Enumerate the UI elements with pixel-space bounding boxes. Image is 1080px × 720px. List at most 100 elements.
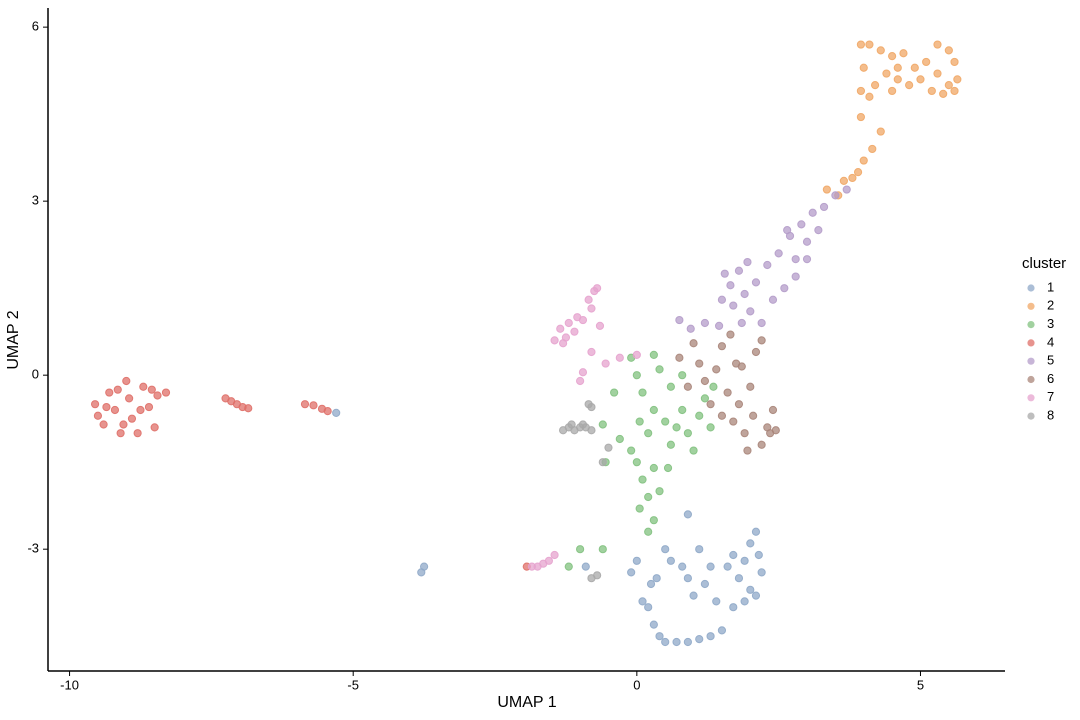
- point: [876, 127, 885, 136]
- point: [751, 278, 761, 287]
- point: [666, 440, 675, 449]
- point: [632, 350, 641, 359]
- point: [678, 405, 687, 415]
- point: [746, 585, 755, 594]
- point: [839, 176, 848, 185]
- legend-title: cluster: [1022, 255, 1066, 272]
- point: [666, 556, 675, 565]
- point: [655, 365, 664, 374]
- point: [683, 637, 692, 647]
- x-tick-label: -5: [347, 677, 359, 692]
- point: [848, 173, 857, 183]
- point: [649, 620, 658, 629]
- point: [655, 632, 664, 641]
- point: [144, 402, 154, 412]
- point: [695, 359, 704, 368]
- point: [672, 423, 681, 432]
- point: [576, 545, 585, 554]
- point: [683, 429, 692, 438]
- point: [644, 527, 653, 536]
- point: [649, 405, 658, 415]
- point: [113, 385, 122, 394]
- point: [751, 527, 761, 536]
- legend-label: 6: [1047, 371, 1054, 386]
- point: [90, 400, 100, 409]
- point: [564, 318, 573, 328]
- point: [147, 385, 156, 394]
- point: [244, 404, 253, 413]
- point: [110, 405, 120, 415]
- point: [746, 307, 755, 316]
- point: [933, 40, 942, 49]
- point: [587, 402, 596, 412]
- point: [133, 429, 142, 438]
- point: [638, 475, 647, 484]
- point: [632, 371, 641, 380]
- x-tick-label: -10: [60, 677, 79, 692]
- point: [737, 362, 746, 371]
- y-tick-label: -3: [27, 541, 39, 556]
- legend-marker: [1027, 375, 1035, 384]
- point: [593, 571, 602, 580]
- point: [714, 321, 724, 330]
- legend-label: 2: [1047, 298, 1054, 313]
- point: [720, 269, 729, 278]
- point: [780, 284, 789, 293]
- point: [661, 417, 670, 426]
- point: [888, 52, 897, 61]
- legend-label: 3: [1047, 316, 1054, 331]
- point: [635, 504, 644, 513]
- point: [695, 545, 704, 554]
- point: [139, 382, 148, 391]
- point: [564, 562, 573, 571]
- point: [802, 255, 812, 264]
- point: [802, 237, 812, 246]
- point: [161, 388, 171, 397]
- point: [723, 388, 732, 397]
- point: [116, 429, 125, 438]
- point: [689, 446, 698, 455]
- point: [683, 510, 692, 519]
- point: [598, 458, 607, 467]
- point: [136, 405, 145, 415]
- point: [768, 295, 778, 304]
- point: [717, 342, 727, 351]
- point: [700, 579, 710, 589]
- point: [709, 382, 718, 391]
- point: [578, 315, 588, 325]
- legend-label: 1: [1047, 279, 1054, 294]
- legend-label: 7: [1047, 389, 1054, 404]
- point: [916, 75, 925, 84]
- point: [888, 86, 897, 96]
- point: [746, 539, 755, 548]
- point: [859, 156, 868, 165]
- point: [757, 568, 766, 577]
- point: [695, 634, 704, 644]
- point: [953, 75, 962, 84]
- point: [757, 336, 766, 345]
- point: [649, 350, 658, 359]
- point: [638, 388, 647, 397]
- point: [638, 597, 647, 606]
- point: [119, 420, 128, 429]
- point: [791, 255, 800, 264]
- point: [644, 603, 653, 612]
- point: [649, 463, 658, 473]
- point: [743, 446, 752, 455]
- point: [723, 562, 732, 571]
- point: [939, 89, 948, 98]
- point: [610, 388, 619, 397]
- point: [743, 257, 752, 267]
- point: [675, 353, 684, 362]
- legend-label: 5: [1047, 353, 1054, 368]
- point: [771, 426, 780, 435]
- point: [99, 420, 108, 429]
- point: [700, 318, 710, 328]
- point: [757, 440, 766, 449]
- point: [655, 487, 664, 496]
- point: [740, 597, 749, 606]
- point: [646, 579, 656, 589]
- point: [570, 327, 579, 336]
- point: [527, 562, 536, 571]
- point: [808, 208, 817, 217]
